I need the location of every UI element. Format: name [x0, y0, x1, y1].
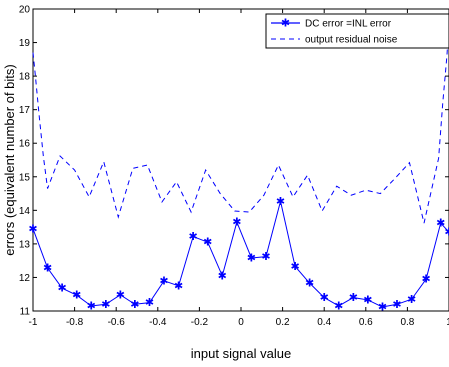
- series-marker-dc-error: ✱: [145, 297, 154, 309]
- series-marker-dc-error: ✱: [407, 294, 416, 306]
- x-tick-label: 1: [446, 317, 449, 328]
- series-marker-dc-error: ✱: [130, 299, 139, 311]
- series-marker-dc-error: ✱: [58, 283, 67, 295]
- series-marker-dc-error: ✱: [334, 300, 343, 312]
- x-tick-label: 0.2: [276, 317, 290, 328]
- y-tick-label: 13: [19, 239, 31, 250]
- y-tick-label: 15: [19, 172, 31, 183]
- x-tick-label: -0.6: [108, 317, 126, 328]
- y-tick-label: 12: [19, 273, 31, 284]
- x-axis-title: input signal value: [191, 346, 291, 361]
- x-tick-label: 0.6: [359, 317, 373, 328]
- y-tick-label: 16: [19, 139, 31, 150]
- x-tick-label: -1: [29, 317, 38, 328]
- series-marker-dc-error: ✱: [261, 251, 270, 263]
- y-axis-title: errors (equivalent number of bits): [2, 64, 17, 255]
- x-tick-label: -0.4: [149, 317, 167, 328]
- series-marker-dc-error: ✱: [436, 218, 445, 230]
- series-marker-dc-error: ✱: [305, 278, 314, 290]
- series-marker-dc-error: ✱: [422, 274, 431, 286]
- series-marker-dc-error: ✱: [232, 217, 241, 229]
- series-marker-dc-error: ✱: [378, 301, 387, 313]
- series-marker-dc-error: ✱: [72, 290, 81, 302]
- x-tick-label: -0.8: [66, 317, 84, 328]
- series-marker-dc-error: ✱: [363, 294, 372, 306]
- series-marker-dc-error: ✱: [276, 196, 285, 208]
- series-marker-dc-error: ✱: [218, 270, 227, 282]
- x-tick-label: 0.8: [400, 317, 414, 328]
- series-marker-dc-error: ✱: [116, 289, 125, 301]
- series-marker-dc-error: ✱: [290, 261, 299, 273]
- series-marker-dc-error: ✱: [87, 300, 96, 312]
- x-tick-label: 0: [238, 317, 244, 328]
- x-tick-label: -0.2: [191, 317, 209, 328]
- series-marker-dc-error: ✱: [349, 292, 358, 304]
- series-marker-dc-error: ✱: [43, 263, 52, 275]
- y-tick-label: 11: [20, 307, 31, 318]
- tick-layer: -1-0.8-0.6-0.4-0.200.20.40.60.8111121314…: [19, 5, 449, 328]
- series-line-dc-error: [32, 201, 449, 308]
- x-tick-label: 0.4: [317, 317, 331, 328]
- series-marker-dc-error: ✱: [392, 299, 401, 311]
- series-marker-dc-error: ✱: [320, 292, 329, 304]
- series-marker-dc-error: ✱: [28, 223, 37, 235]
- legend-label-dc-error: DC error =INL error: [305, 19, 392, 30]
- legend-label-residual-noise: output residual noise: [305, 35, 398, 46]
- legend-box: [265, 13, 449, 49]
- series-marker-dc-error: ✱: [174, 280, 183, 292]
- series-line-residual-noise: [32, 22, 449, 224]
- y-tick-label: 18: [19, 72, 31, 83]
- y-tick-label: 19: [19, 38, 31, 49]
- y-tick-label: 14: [19, 206, 31, 217]
- series-marker-dc-error: ✱: [444, 227, 449, 239]
- series-marker-dc-error: ✱: [203, 237, 212, 249]
- legend: ✱ DC error =INL error output residual no…: [265, 13, 449, 49]
- legend-star-marker: ✱: [281, 18, 290, 30]
- series-marker-dc-error: ✱: [101, 299, 110, 311]
- series-layer: ✱ ✱ ✱ ✱ ✱ ✱ ✱ ✱ ✱ ✱ ✱ ✱ ✱ ✱ ✱ ✱ ✱ ✱ ✱ ✱ ✱ ✱ ✱ ✱ ✱ ✱ ✱ ✱ ✱ ✱: [28, 22, 449, 313]
- series-marker-dc-error: ✱: [189, 231, 198, 243]
- series-marker-dc-error: ✱: [247, 252, 256, 264]
- plot-area: [32, 8, 449, 312]
- y-tick-label: 17: [19, 105, 31, 116]
- y-tick-label: 20: [19, 5, 31, 16]
- series-marker-dc-error: ✱: [159, 275, 168, 287]
